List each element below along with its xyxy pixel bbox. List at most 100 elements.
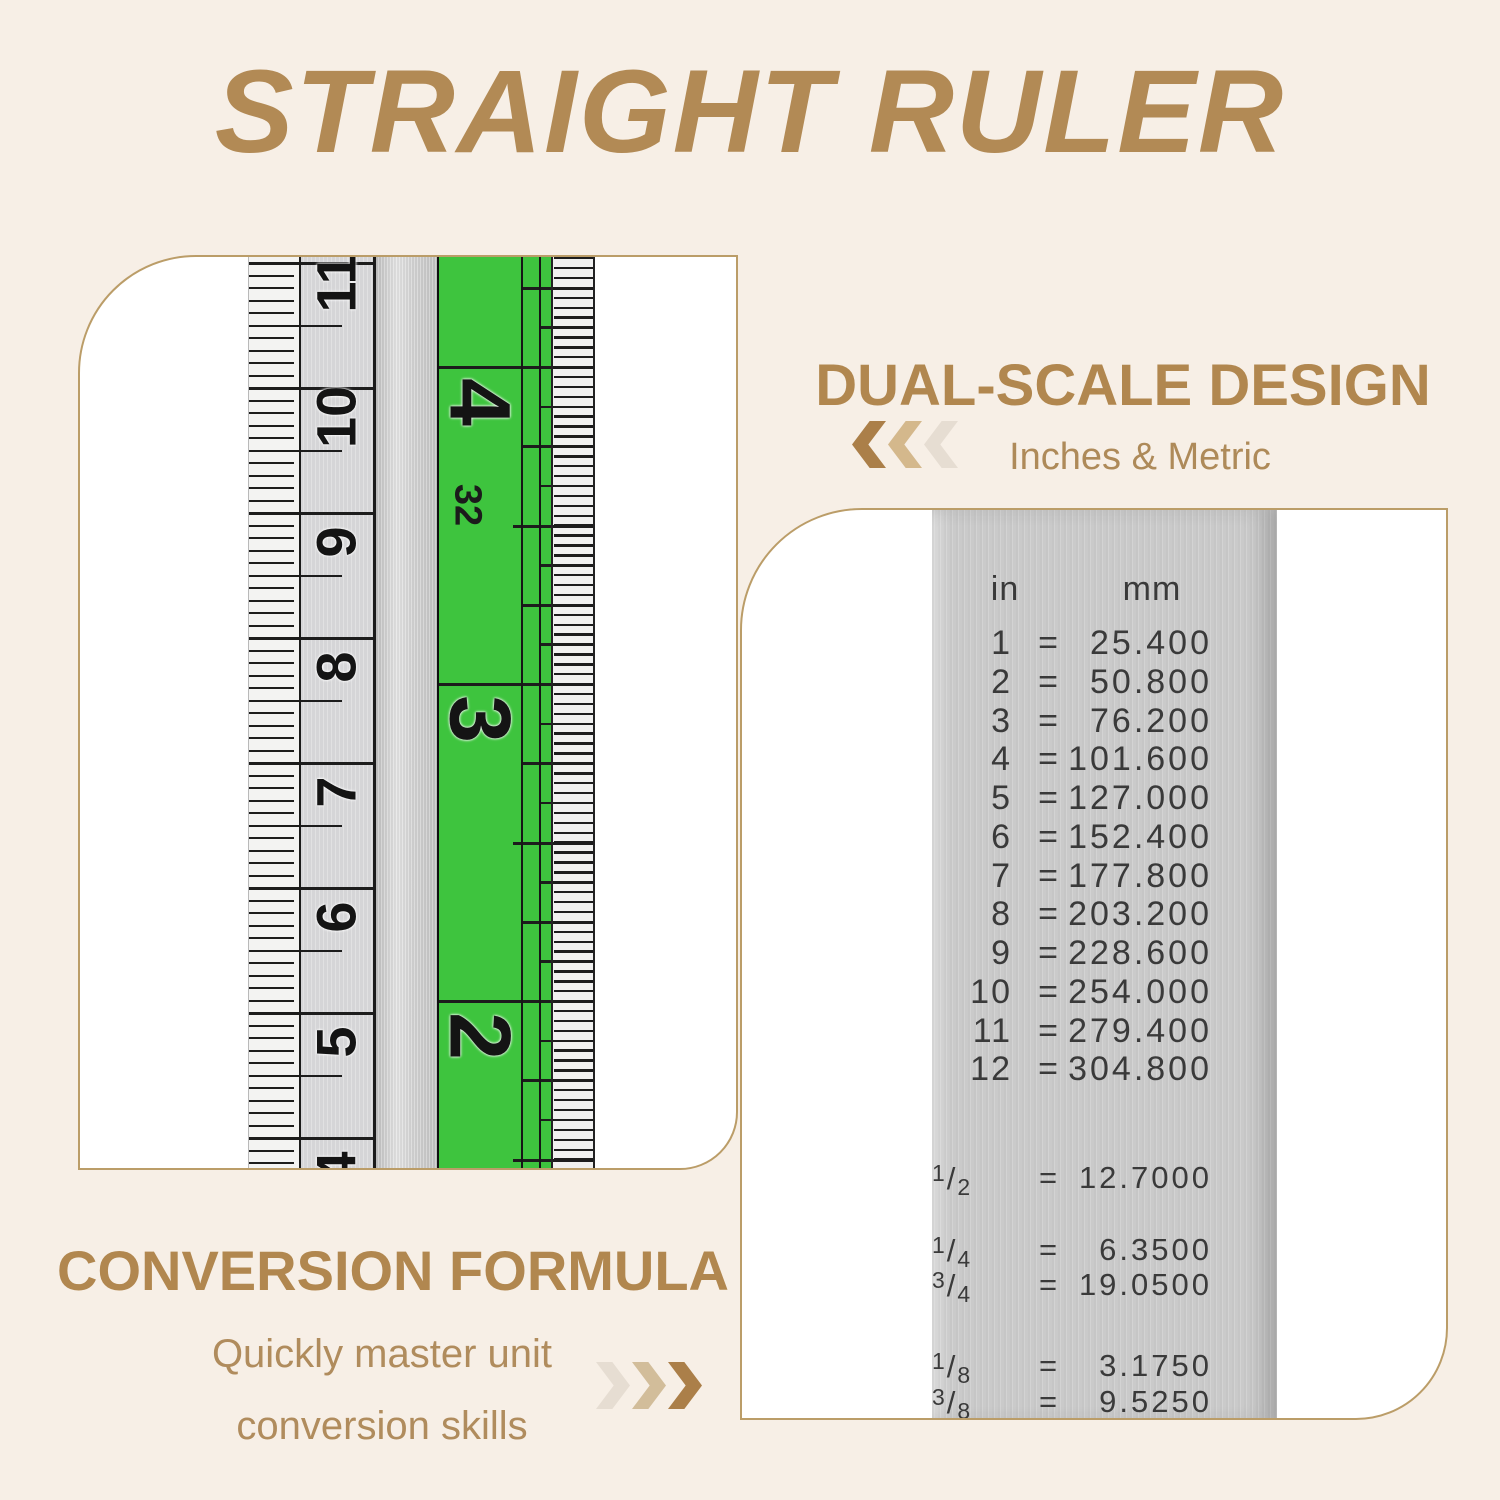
ruler-edge-line [373,257,376,1168]
tick-mark [248,537,294,540]
tick-mark [248,512,375,515]
mm-value: 304.800 [1068,1050,1212,1088]
tick-mark [248,487,294,490]
mm-value: 127.000 [1068,779,1212,817]
mm-value: 279.400 [1068,1012,1212,1050]
equals-sign: = [1038,934,1058,972]
tick-mark [554,871,593,874]
cm-number: 10 [304,385,368,449]
tick-mark [248,287,294,290]
tick-mark [248,274,294,277]
tick-mark [248,1124,294,1127]
conversion-subline-1: Quickly master unit [211,1332,553,1376]
tick-mark [554,663,593,666]
tick-mark [248,349,294,352]
tick-mark [248,337,294,340]
tick-mark [554,811,593,815]
mm-value: 6.3500 [1099,1232,1212,1267]
tick-mark [521,1000,595,1003]
tick-mark [248,987,294,990]
tick-mark [248,1049,294,1052]
tick-mark [554,1089,593,1092]
ruler-edge-line [521,257,523,1168]
tick-mark [554,752,593,755]
cm-number: 9 [304,526,368,558]
tick-mark [554,316,593,319]
tick-mark [521,920,595,924]
tick-mark [248,899,294,902]
tick-mark [248,974,294,977]
mm-value: 50.800 [1090,663,1212,701]
tick-mark [248,1062,294,1065]
tick-mark [554,593,593,597]
tick-mark [513,1158,595,1162]
tick-mark [554,1138,593,1142]
tick-mark [248,1087,294,1090]
mm-value: 76.200 [1090,702,1212,740]
tick-mark [248,324,342,328]
mm-value: 3.1750 [1099,1348,1212,1383]
inch-scale-band [437,257,551,1168]
tick-mark [248,449,342,453]
tick-mark [248,637,375,640]
tick-mark [248,1012,375,1015]
in-value: 12 [970,1050,1012,1088]
equals-sign: = [1038,818,1058,856]
ruler-edge-line [539,257,541,1168]
tick-mark [554,395,593,399]
inch-number: 4 [431,378,528,426]
tick-mark [539,801,595,805]
chevron-left-icon [852,421,886,468]
tick-mark [248,412,294,415]
cm-number: 7 [304,776,368,808]
tick-mark [554,791,593,795]
tick-mark [539,326,595,329]
in-value: 7 [991,857,1012,895]
tick-mark [554,356,593,359]
tick-mark [554,732,593,735]
tick-mark [554,583,593,587]
tick-mark [539,1039,595,1043]
tick-mark [248,399,294,402]
tick-mark [248,737,294,740]
inch-number: 2 [431,1012,528,1060]
tick-mark [248,549,294,552]
mm-value: 25.400 [1090,624,1212,662]
tick-mark [554,623,593,626]
tick-mark [554,950,593,953]
equals-sign: = [1028,1413,1068,1418]
tick-mark [248,949,342,953]
in-value: 1 [991,624,1012,662]
tick-mark [554,712,593,716]
cm-number-band [299,257,375,1168]
in-value: 6 [991,818,1012,856]
tick-mark [248,887,375,890]
tick-mark [554,861,593,864]
conversion-subline-2: conversion skills [236,1404,528,1448]
equals-sign: = [1038,1232,1058,1267]
ruler-center-band [375,257,437,1168]
column-header-mm: mm [1122,570,1182,608]
tick-mark [248,1037,294,1040]
tick-mark [554,890,593,894]
tick-mark [554,494,593,498]
tick-mark [248,687,294,690]
tick-mark [248,362,294,365]
tick-mark [554,1029,593,1033]
mm-value: 15.8750 [1050,1413,1212,1418]
tick-mark [554,1128,593,1132]
tick-mark [248,837,294,840]
tick-mark [521,683,595,686]
tick-mark [248,937,294,940]
tick-mark [554,1049,593,1052]
cm-number: 8 [304,651,368,683]
in-value: 10 [970,973,1012,1011]
ruler-edge-line [299,257,301,1168]
tick-mark [513,524,595,528]
tick-mark [554,742,593,745]
conversion-photo-panel: in mm 1 = 25.400 2 = 50.800 3 = 76.200 4 = 101.600 5… [740,508,1448,1420]
in-value: 9 [991,934,1012,972]
tick-mark [554,1168,593,1170]
tick-mark [554,336,593,339]
tick-mark [539,881,595,884]
